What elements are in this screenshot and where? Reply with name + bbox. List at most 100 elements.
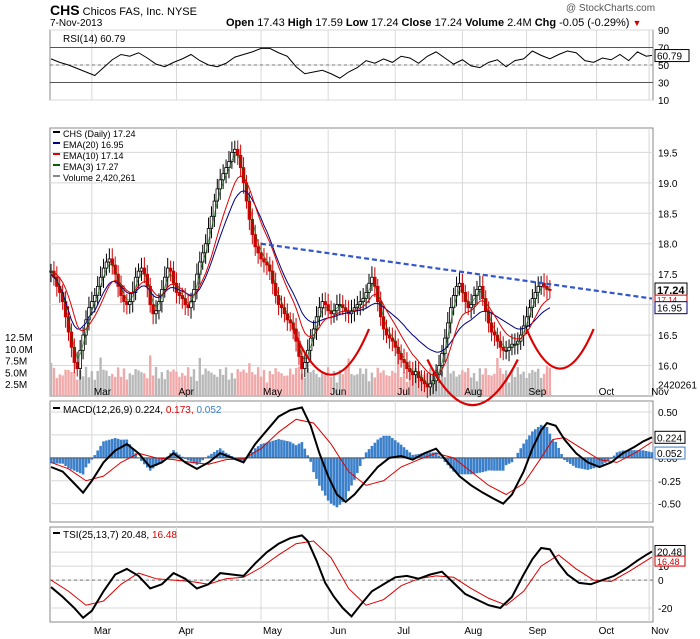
price-legend-swatch	[53, 131, 60, 133]
volume-bar	[131, 374, 134, 396]
macd-last-box	[654, 430, 686, 444]
candle-body	[259, 252, 263, 260]
macd-hist-bar	[557, 447, 560, 458]
candle-body	[279, 304, 284, 309]
tsi-legend: TSI(25,13,7) 20.48, 16.48	[63, 530, 177, 541]
macd-hist-bar	[291, 443, 295, 458]
macd-hist-bar	[627, 450, 630, 458]
candle-body	[104, 261, 109, 269]
candle-body	[75, 362, 79, 369]
price-legend-swatch	[53, 153, 60, 155]
macd-hist-bar	[297, 443, 301, 458]
price-month-label: Sep	[529, 387, 547, 398]
macd-hist-bar	[414, 454, 417, 458]
macd-hist-bar	[408, 452, 412, 458]
price-month-label: Jun	[330, 387, 346, 398]
macd-hist-bar	[583, 457, 587, 470]
volume-bar	[291, 374, 295, 396]
volume-bar	[134, 369, 137, 396]
macd-hist-bar	[472, 457, 476, 474]
volume-bar	[496, 357, 499, 396]
candle-body	[139, 267, 144, 272]
volume-bar	[160, 372, 164, 396]
price-month-label: May	[263, 387, 282, 398]
volume-bar	[210, 372, 213, 396]
macd-hist-bar	[294, 445, 298, 458]
volume-bar	[181, 372, 184, 396]
volume-bar	[166, 369, 169, 396]
volume-bar	[256, 367, 260, 396]
candle-body	[151, 304, 155, 315]
rsi-line	[50, 47, 653, 79]
volume-last-value: 2420261	[658, 381, 697, 392]
macd-hist-bar	[315, 457, 318, 479]
macd-hist-bar	[201, 457, 205, 461]
tsi-month-label: Jul	[397, 626, 410, 637]
volume-bar	[172, 369, 175, 396]
macd-hist-bar	[350, 457, 353, 486]
price-month-label: Nov	[651, 387, 669, 398]
candles	[49, 140, 552, 398]
volume-bar	[242, 369, 245, 396]
volume-bar	[70, 371, 73, 396]
volume-bar	[300, 373, 304, 396]
macd-hist-bar	[388, 435, 391, 458]
macd-hist-bar	[361, 457, 365, 460]
macd-hist-bar	[598, 457, 601, 467]
macd-hist-bar	[242, 457, 245, 463]
volume-bar	[286, 375, 289, 396]
volume-bar	[96, 370, 99, 396]
chg-label: Chg	[534, 17, 557, 29]
candle-body	[133, 276, 138, 293]
volume-bar	[294, 367, 298, 396]
macd-hist-bar	[300, 442, 304, 458]
macd-hist-bar	[633, 450, 636, 458]
macd-last-value: 0.224	[657, 433, 682, 444]
volume-bar	[312, 369, 315, 396]
price-month-label: Aug	[464, 387, 482, 398]
volume-bar	[338, 369, 342, 396]
volume-bar	[396, 353, 400, 396]
macd-hist-bar	[148, 457, 152, 471]
macd-hist-bar	[180, 456, 184, 458]
candle-body	[387, 334, 392, 339]
macd-hist-bar	[99, 445, 102, 458]
volume-bar	[481, 374, 484, 396]
macd-tick-label: -0.25	[658, 477, 681, 488]
macd-hist-bar	[391, 438, 394, 458]
macd-hist-bar	[531, 431, 534, 458]
macd-hist-bar	[545, 427, 549, 458]
macd-hist-bar	[536, 427, 540, 458]
macd-hist-bar	[213, 451, 216, 458]
candle-body	[189, 301, 193, 309]
macd-hist-bar	[481, 457, 485, 473]
volume-bar	[78, 370, 82, 396]
macd-hist-bar	[528, 435, 531, 458]
macd-hist-bar	[207, 455, 210, 458]
candle-body	[209, 215, 214, 229]
volume-bar	[113, 376, 117, 396]
macd-hist-bar	[186, 457, 190, 461]
macd-hist-bar	[571, 457, 575, 466]
macd-hist-bar	[563, 457, 566, 461]
rsi-last-box	[654, 49, 690, 63]
down-arrow-icon: ▼	[632, 18, 642, 28]
macd-hist-bar	[318, 457, 321, 486]
volume-bar	[157, 378, 161, 396]
volume-bar	[376, 367, 379, 396]
volume-bar	[385, 375, 388, 396]
volume-bar	[271, 374, 274, 396]
volume-bar	[93, 379, 96, 396]
low-value: 17.24	[370, 17, 399, 29]
candle-body	[195, 273, 199, 290]
volume-bar	[201, 374, 204, 396]
volume-bar	[461, 370, 464, 396]
volume-bar	[370, 372, 374, 396]
volume-bar	[537, 368, 540, 396]
ema20-last-value: 16.95	[657, 304, 682, 315]
candle-body	[428, 383, 432, 388]
volume-bar	[341, 374, 344, 396]
macd-hist-bar	[338, 457, 342, 505]
macd-hist-bar	[160, 457, 164, 463]
rsi-legend: RSI(14) 60.79	[63, 34, 126, 45]
